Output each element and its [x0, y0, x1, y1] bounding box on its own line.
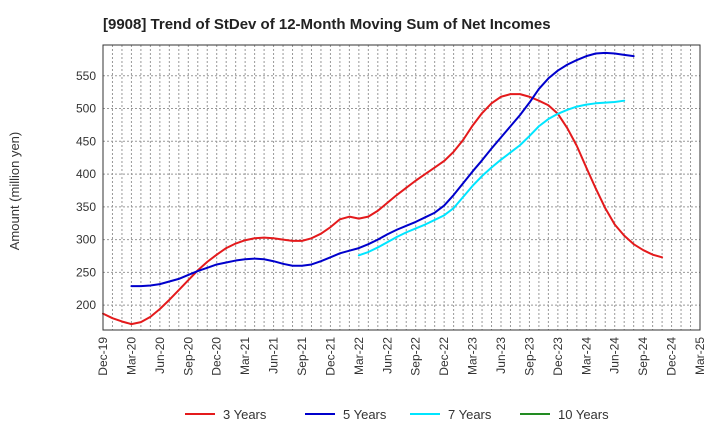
x-tick-label: Jun-23: [494, 337, 508, 374]
y-axis-ticks: 200 250 300 350 400 450 500 550: [76, 69, 96, 312]
x-tick-label: Dec-24: [665, 337, 679, 376]
x-tick-label: Sep-21: [295, 337, 309, 376]
x-tick-label: Dec-22: [437, 337, 451, 376]
plot-border: [102, 44, 701, 331]
chart-title: [9908] Trend of StDev of 12-Month Moving…: [103, 16, 551, 33]
x-tick-label: Mar-22: [352, 337, 366, 375]
x-tick-label: Dec-23: [551, 337, 565, 376]
x-tick-label: Sep-24: [636, 337, 650, 376]
y-tick-label: 200: [76, 298, 96, 312]
y-tick-label: 450: [76, 134, 96, 148]
legend-label-1: 3 Years: [223, 407, 267, 422]
x-tick-label: Mar-23: [466, 337, 480, 375]
x-tick-label: Jun-20: [153, 337, 167, 374]
y-tick-label: 300: [76, 233, 96, 247]
x-tick-label: Mar-24: [579, 337, 593, 375]
x-tick-label: Mar-20: [124, 337, 138, 375]
series-lines: [102, 51, 664, 326]
legend-label-3: 7 Years: [448, 407, 492, 422]
y-tick-label: 550: [76, 69, 96, 83]
x-tick-label: Jun-24: [608, 337, 622, 374]
x-tick-label: Jun-21: [267, 337, 281, 374]
series-line-2: [130, 51, 635, 288]
y-axis-title: Amount (million yen): [7, 132, 22, 251]
x-tick-label: Sep-22: [409, 337, 423, 376]
y-tick-label: 400: [76, 167, 96, 181]
x-tick-label: Sep-20: [181, 337, 195, 376]
x-tick-label: Jun-22: [380, 337, 394, 374]
x-tick-label: Mar-25: [693, 337, 707, 375]
y-tick-label: 500: [76, 102, 96, 116]
x-tick-label: Dec-21: [323, 337, 337, 376]
grid-lines: [103, 45, 700, 330]
x-tick-label: Dec-20: [210, 337, 224, 376]
x-axis-ticks: Dec-19 Mar-20 Jun-20 Sep-20 Dec-20 Mar-21 Jun-…: [96, 337, 707, 376]
x-tick-label: Dec-19: [96, 337, 110, 376]
legend: 3 Years 5 Years 7 Years 10 Years: [185, 407, 609, 422]
y-tick-label: 250: [76, 265, 96, 279]
x-tick-label: Sep-23: [522, 337, 536, 376]
legend-label-4: 10 Years: [558, 407, 609, 422]
legend-label-2: 5 Years: [343, 407, 387, 422]
plot-area: [103, 45, 700, 330]
y-tick-label: 350: [76, 200, 96, 214]
series-line-3: [357, 99, 626, 257]
x-tick-label: Mar-21: [238, 337, 252, 375]
